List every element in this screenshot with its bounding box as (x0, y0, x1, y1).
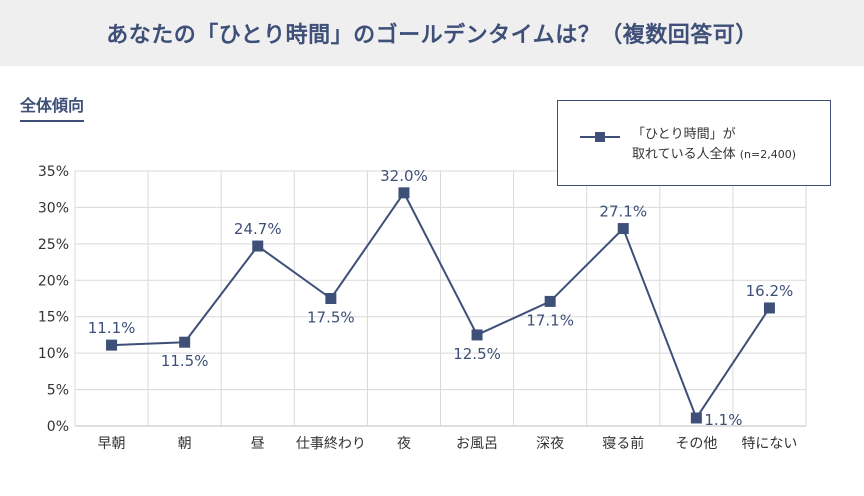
data-label: 11.1% (88, 319, 136, 337)
legend-label-text: 取れている人全体 (632, 147, 736, 162)
series-line (111, 190, 771, 421)
data-label: 27.1% (599, 203, 647, 221)
y-tick-label: 25% (38, 237, 69, 253)
y-tick-label: 35% (38, 164, 69, 180)
x-tick-label: 早朝 (98, 436, 126, 452)
series-layer: 11.1% 11.5% 24.7% 17.5% 32.0% 12.5% 17.1% 27.1%… (88, 167, 794, 429)
data-point (544, 295, 556, 307)
data-label: 1.1% (704, 411, 742, 429)
page-title: あなたの「ひとり時間」のゴールデンタイムは？（複数回答可） (106, 23, 758, 48)
data-point (690, 412, 702, 424)
legend-label-line2: 取れている人全体 (n=2,400) (632, 145, 796, 165)
legend-label-line1: 「ひとり時間」が (632, 127, 736, 142)
data-point (398, 187, 410, 199)
gridlines (74, 170, 807, 427)
x-tick-label: 深夜 (536, 436, 564, 452)
data-point (471, 329, 483, 341)
data-label: 12.5% (453, 345, 501, 363)
data-point (617, 223, 629, 235)
y-tick-label: 0% (47, 419, 69, 435)
section-label: 全体傾向 (20, 92, 85, 122)
y-tick-label: 5% (47, 383, 69, 399)
data-point (763, 302, 775, 314)
data-point (106, 339, 118, 351)
x-tick-label: 昼 (251, 436, 265, 452)
x-tick-label: 仕事終わり (296, 436, 366, 452)
data-label: 17.5% (307, 309, 355, 327)
y-tick-label: 10% (38, 346, 69, 362)
x-tick-label: その他 (675, 436, 717, 452)
x-tick-label: 特にない (741, 436, 797, 452)
data-label: 32.0% (380, 167, 428, 185)
x-tick-label: 夜 (397, 436, 411, 452)
data-label: 24.7% (234, 220, 282, 238)
x-tick-label: 寝る前 (602, 435, 644, 452)
y-axis-ticks: 0% 5% 10% 15% 20% 25% 30% 35% (38, 164, 69, 435)
x-tick-label: お風呂 (456, 436, 498, 452)
y-tick-label: 30% (38, 200, 69, 216)
legend-label: 「ひとり時間」が 取れている人全体 (n=2,400) (632, 125, 796, 165)
x-axis-ticks: 早朝 朝 昼 仕事終わり 夜 お風呂 深夜 寝る前 その他 特にない (98, 435, 798, 452)
header-bar: あなたの「ひとり時間」のゴールデンタイムは？（複数回答可） (0, 0, 864, 66)
x-tick-label: 朝 (178, 436, 192, 452)
data-point (179, 336, 191, 348)
legend: 「ひとり時間」が 取れている人全体 (n=2,400) (557, 100, 831, 186)
y-tick-label: 20% (38, 273, 69, 289)
data-label: 17.1% (526, 311, 574, 329)
data-point (325, 293, 337, 304)
y-tick-label: 15% (38, 310, 69, 326)
data-point (252, 240, 264, 252)
data-label: 16.2% (746, 282, 794, 300)
legend-label-note: (n=2,400) (739, 148, 797, 161)
legend-series-marker-icon (580, 131, 620, 143)
data-label: 11.5% (161, 352, 209, 370)
